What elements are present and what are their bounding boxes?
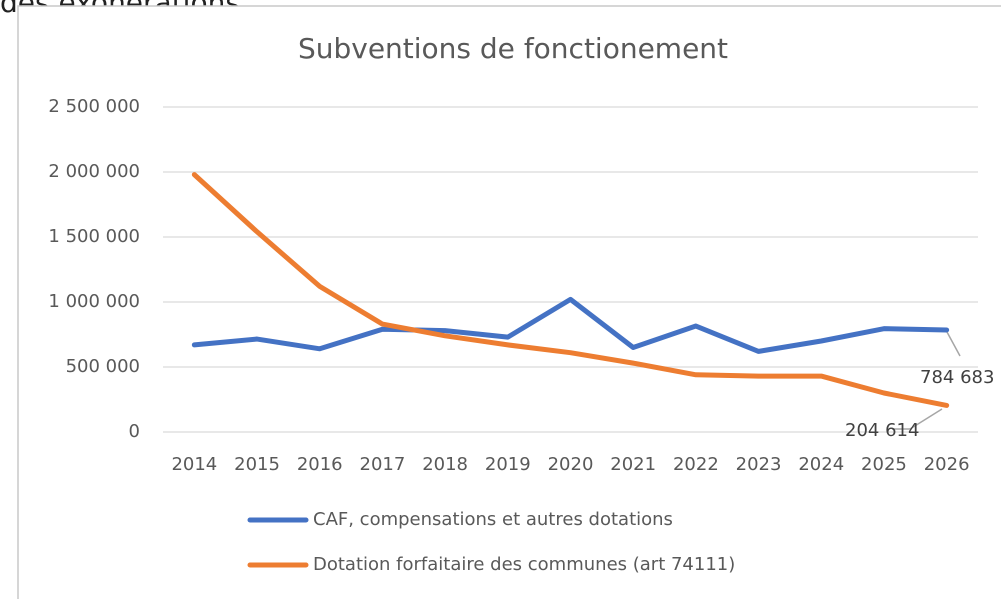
x-tick-label: 2021 [610,454,656,475]
data-label: 784 683 [920,367,994,388]
y-tick-label: 1 000 000 [48,291,140,312]
x-tick-label: 2015 [234,454,280,475]
legend-label: CAF, compensations et autres dotations [313,509,673,530]
y-tick-label: 2 500 000 [48,96,140,117]
series-line [191,172,950,408]
y-tick-label: 0 [129,421,140,442]
x-tick-label: 2016 [297,454,343,475]
leader-line [946,331,961,357]
leader-line [909,408,943,430]
x-tick-label: 2024 [798,454,844,475]
x-tick-label: 2025 [861,454,907,475]
x-tick-label: 2023 [736,454,782,475]
legend-label: Dotation forfaitaire des communes (art 7… [313,554,735,575]
x-tick-label: 2026 [924,454,970,475]
series-line [191,296,950,354]
x-tick-label: 2017 [360,454,406,475]
y-tick-label: 2 000 000 [48,161,140,182]
x-tick-label: 2019 [485,454,531,475]
x-tick-label: 2014 [171,454,217,475]
x-tick-label: 2020 [548,454,594,475]
y-tick-label: 1 500 000 [48,226,140,247]
y-tick-label: 500 000 [66,356,140,377]
x-tick-label: 2022 [673,454,719,475]
data-label: 204 614 [845,420,919,441]
chart-title: Subventions de fonctionement [298,32,728,65]
x-tick-label: 2018 [422,454,468,475]
